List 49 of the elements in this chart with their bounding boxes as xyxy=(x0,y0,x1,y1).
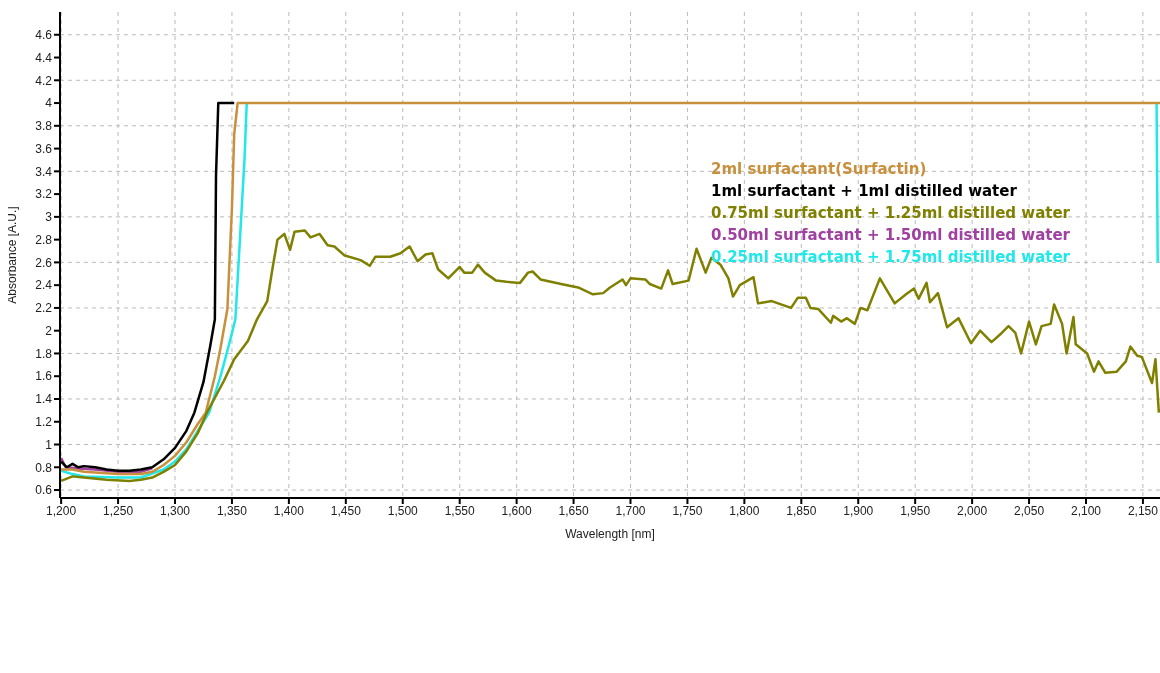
x-tick-label: 1,400 xyxy=(273,503,305,518)
y-tick-label: 2.6 xyxy=(35,255,53,270)
x-tick-label: 2,100 xyxy=(1070,503,1102,518)
text: 1ml surfactant + 1ml distilled water xyxy=(711,181,1018,202)
y-tick-label: 0.8 xyxy=(35,460,53,475)
y-tick-label: 0.6 xyxy=(35,483,53,498)
y-tick-label: 4 xyxy=(45,96,53,111)
x-tick-label: 1,850 xyxy=(786,503,817,518)
y-tick-label: 4.4 xyxy=(35,50,53,65)
x-tick-label: 1,600 xyxy=(501,503,532,518)
y-tick-label: 1.2 xyxy=(35,415,53,429)
x-tick-label: 1,550 xyxy=(444,503,476,518)
x-tick-label: 1,700 xyxy=(615,503,646,518)
x-tick-label: 1,500 xyxy=(387,503,419,518)
y-tick-label: 3.2 xyxy=(35,187,53,202)
y-tick-label: 3.6 xyxy=(35,141,53,156)
y-tick-label: 2 xyxy=(45,323,53,338)
y-tick-label: 4.2 xyxy=(35,73,53,88)
y-tick-label: 2.8 xyxy=(35,232,53,247)
x-tick-label: 1,200 xyxy=(46,503,77,518)
y-tick-label: 2.4 xyxy=(35,278,53,293)
x-tick-label: 2,050 xyxy=(1014,503,1045,518)
x-tick-label: 1,800 xyxy=(729,503,760,518)
y-axis-title: Absorbance [A.U.] xyxy=(5,206,20,304)
x-tick-label: 1,350 xyxy=(216,503,248,518)
y-tick-label: 3.4 xyxy=(35,164,53,179)
x-tick-label: 2,150 xyxy=(1127,503,1159,518)
x-tick-label: 1,450 xyxy=(330,503,362,518)
y-tick-label: 1.8 xyxy=(35,346,53,361)
text: 0.25ml surfactant + 1.75ml distilled water xyxy=(711,247,1070,268)
y-tick-label: 2.2 xyxy=(35,301,53,316)
x-tick-label: 1,950 xyxy=(900,503,931,518)
x-tick-label: 2,000 xyxy=(957,503,988,518)
line-series xyxy=(60,229,1160,483)
y-tick-label: 1.4 xyxy=(35,392,53,407)
y-tick-label: 1 xyxy=(45,437,53,452)
y-tick-label: 3 xyxy=(45,210,53,225)
text: 2ml surfactant(Surfactin) xyxy=(711,159,928,180)
x-tick-label: 1,300 xyxy=(159,503,191,518)
x-tick-label: 1,900 xyxy=(843,503,874,518)
text: 0.75ml surfactant + 1.25ml distilled water xyxy=(711,203,1070,224)
x-tick-label: 1,750 xyxy=(672,503,703,518)
y-tick-label: 1.6 xyxy=(35,369,53,384)
x-axis-title: Wavelength [nm] xyxy=(565,527,655,541)
text: 0.50ml surfactant + 1.50ml distilled water xyxy=(711,225,1070,246)
y-tick-label: 4.6 xyxy=(35,28,53,43)
x-tick-label: 1,250 xyxy=(103,503,134,518)
y-tick-label: 3.8 xyxy=(35,119,53,134)
x-tick-label: 1,650 xyxy=(558,503,589,518)
